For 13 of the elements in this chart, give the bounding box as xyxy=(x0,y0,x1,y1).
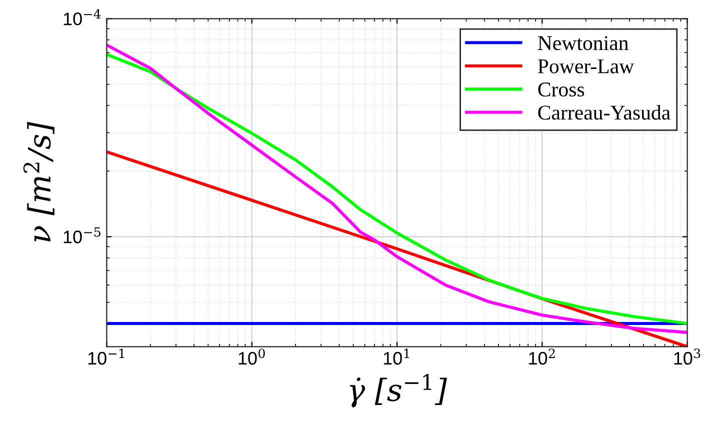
x-tick-label: 10$^{−1}$ xyxy=(88,348,124,365)
legend-label: Carreau-Yasuda xyxy=(538,105,670,120)
x-tick-label: 10$^{3}$ xyxy=(674,348,700,365)
y-tick-label: 10$^{−4}$ xyxy=(64,9,101,26)
y-tick-label: 10$^{−5}$ xyxy=(64,227,100,244)
x-axis-title: γ̇ [s$^{−1}$] xyxy=(350,374,448,408)
legend-label: Power-Law xyxy=(538,59,634,74)
x-tick-label: 10$^{1}$ xyxy=(384,348,410,365)
x-tick-label: 10$^{0}$ xyxy=(238,348,265,365)
legend-label: Cross xyxy=(538,82,584,97)
y-axis-title: ν [m$^{2}$/s] xyxy=(23,122,54,242)
legend-label: Newtonian xyxy=(538,36,628,50)
x-tick-label: 10$^{2}$ xyxy=(529,348,555,365)
